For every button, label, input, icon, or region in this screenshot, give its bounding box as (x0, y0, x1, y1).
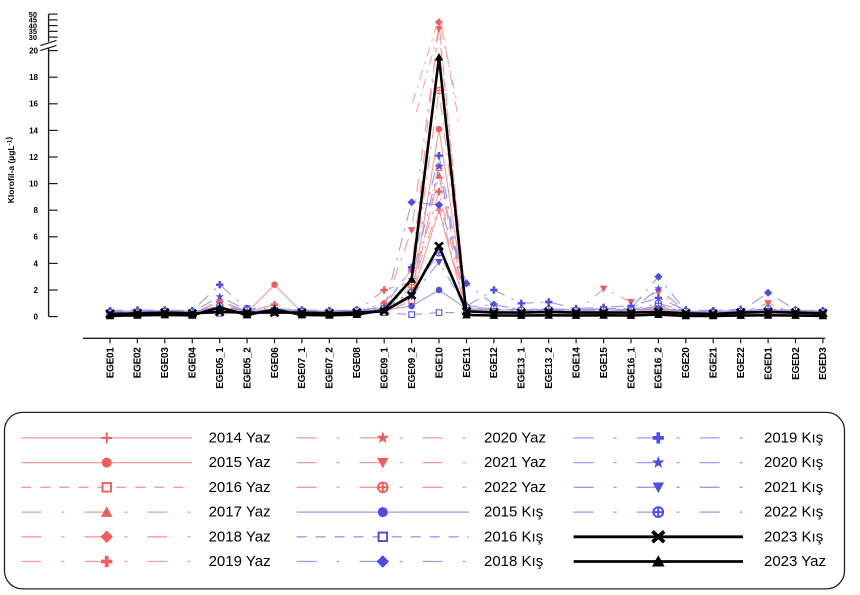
svg-text:2016 Yaz: 2016 Yaz (209, 479, 271, 496)
svg-text:EGED1: EGED1 (763, 347, 774, 380)
svg-text:EGE14: EGE14 (571, 347, 582, 378)
svg-text:2014 Yaz: 2014 Yaz (209, 430, 271, 447)
svg-text:2019 Yaz: 2019 Yaz (209, 553, 271, 570)
svg-text:2022 Yaz: 2022 Yaz (484, 479, 546, 496)
svg-text:EGE20: EGE20 (681, 347, 692, 378)
svg-text:EGED2: EGED2 (791, 347, 802, 380)
svg-text:2018 Yaz: 2018 Yaz (209, 528, 271, 545)
svg-text:EGE05_1: EGE05_1 (215, 347, 226, 389)
svg-text:Klorofil-a (µgL-1): Klorofil-a (µgL-1) (4, 137, 17, 204)
svg-text:EGE16_2: EGE16_2 (654, 347, 665, 389)
svg-text:35: 35 (29, 27, 37, 36)
svg-text:2023 Kış: 2023 Kış (764, 528, 823, 545)
svg-text:EGE04: EGE04 (188, 347, 199, 378)
svg-text:0: 0 (34, 313, 39, 322)
svg-text:2019 Kış: 2019 Kış (764, 430, 823, 447)
svg-text:2016 Kış: 2016 Kış (484, 528, 543, 545)
svg-text:14: 14 (29, 126, 38, 135)
svg-text:EGE09_1: EGE09_1 (380, 347, 391, 389)
svg-text:EGE02: EGE02 (133, 347, 144, 378)
svg-text:2015 Yaz: 2015 Yaz (209, 454, 271, 471)
svg-text:EGE01: EGE01 (105, 347, 116, 378)
svg-text:2020 Kış: 2020 Kış (764, 454, 823, 471)
svg-text:2023 Yaz: 2023 Yaz (764, 553, 826, 570)
svg-text:12: 12 (29, 153, 38, 162)
svg-text:EGE05_2: EGE05_2 (242, 347, 253, 389)
svg-text:2021 Kış: 2021 Kış (764, 479, 823, 496)
svg-text:EGE09_2: EGE09_2 (407, 347, 418, 389)
svg-text:EGED3: EGED3 (818, 347, 829, 380)
svg-text:2022 Kış: 2022 Kış (764, 504, 823, 521)
svg-text:40: 40 (29, 21, 37, 30)
svg-text:EGE13_2: EGE13_2 (544, 347, 555, 389)
svg-text:EGE15: EGE15 (599, 347, 610, 378)
svg-text:2020 Yaz: 2020 Yaz (484, 430, 546, 447)
svg-text:EGE03: EGE03 (160, 347, 171, 378)
svg-text:6: 6 (34, 233, 39, 242)
svg-text:2: 2 (34, 286, 39, 295)
svg-text:20: 20 (29, 47, 38, 56)
svg-text:EGE07_1: EGE07_1 (297, 347, 308, 389)
svg-text:2017 Yaz: 2017 Yaz (209, 504, 271, 521)
svg-text:EGE22: EGE22 (736, 347, 747, 378)
svg-text:EGE21: EGE21 (709, 347, 720, 378)
svg-text:45: 45 (29, 16, 37, 25)
svg-text:10: 10 (29, 180, 38, 189)
svg-text:2018 Kış: 2018 Kış (484, 553, 543, 570)
svg-text:2021 Yaz: 2021 Yaz (484, 454, 546, 471)
svg-text:EGE12: EGE12 (489, 347, 500, 378)
svg-text:8: 8 (34, 206, 39, 215)
svg-text:16: 16 (29, 100, 38, 109)
svg-text:4: 4 (34, 259, 39, 268)
svg-text:EGE11: EGE11 (462, 347, 473, 378)
svg-text:EGE07_2: EGE07_2 (325, 347, 336, 389)
svg-text:EGE06: EGE06 (270, 347, 281, 378)
svg-text:2015 Kış: 2015 Kış (484, 504, 543, 521)
svg-text:EGE08: EGE08 (352, 347, 363, 378)
svg-text:EGE10: EGE10 (434, 347, 445, 378)
svg-text:EGE16_1: EGE16_1 (626, 347, 637, 389)
svg-text:18: 18 (29, 73, 38, 82)
svg-text:30: 30 (29, 33, 37, 42)
svg-text:50: 50 (29, 10, 37, 19)
svg-text:EGE13_1: EGE13_1 (517, 347, 528, 389)
